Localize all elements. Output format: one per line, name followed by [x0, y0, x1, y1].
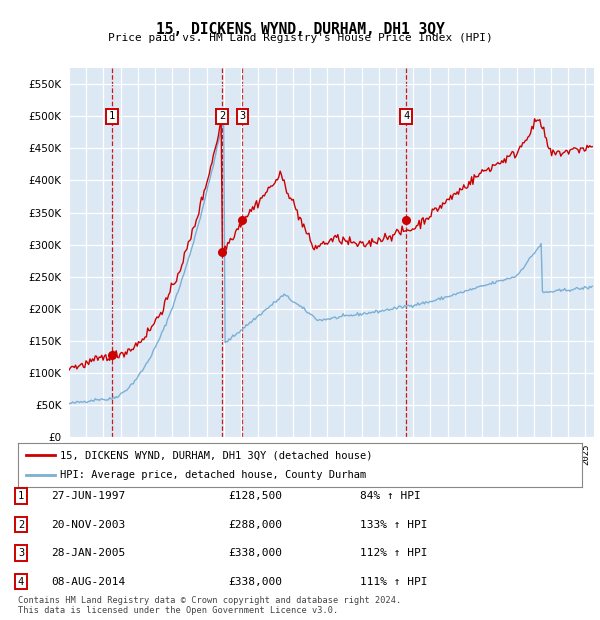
Text: 84% ↑ HPI: 84% ↑ HPI	[360, 491, 421, 501]
Text: Contains HM Land Registry data © Crown copyright and database right 2024.
This d: Contains HM Land Registry data © Crown c…	[18, 596, 401, 615]
Text: £338,000: £338,000	[228, 548, 282, 558]
Text: £288,000: £288,000	[228, 520, 282, 529]
Text: 133% ↑ HPI: 133% ↑ HPI	[360, 520, 427, 529]
Text: 1: 1	[109, 112, 115, 122]
Text: 3: 3	[18, 548, 24, 558]
Text: 15, DICKENS WYND, DURHAM, DH1 3QY (detached house): 15, DICKENS WYND, DURHAM, DH1 3QY (detac…	[60, 450, 373, 460]
Text: £338,000: £338,000	[228, 577, 282, 587]
Text: 111% ↑ HPI: 111% ↑ HPI	[360, 577, 427, 587]
Text: 27-JUN-1997: 27-JUN-1997	[51, 491, 125, 501]
Text: 28-JAN-2005: 28-JAN-2005	[51, 548, 125, 558]
Text: 3: 3	[239, 112, 245, 122]
Text: 4: 4	[403, 112, 409, 122]
Text: Price paid vs. HM Land Registry's House Price Index (HPI): Price paid vs. HM Land Registry's House …	[107, 33, 493, 43]
Text: HPI: Average price, detached house, County Durham: HPI: Average price, detached house, Coun…	[60, 470, 367, 480]
Text: 08-AUG-2014: 08-AUG-2014	[51, 577, 125, 587]
Text: 1: 1	[18, 491, 24, 501]
Text: 2: 2	[18, 520, 24, 529]
Text: 20-NOV-2003: 20-NOV-2003	[51, 520, 125, 529]
Text: 2: 2	[219, 112, 225, 122]
Text: 112% ↑ HPI: 112% ↑ HPI	[360, 548, 427, 558]
Text: 15, DICKENS WYND, DURHAM, DH1 3QY: 15, DICKENS WYND, DURHAM, DH1 3QY	[155, 22, 445, 37]
Text: £128,500: £128,500	[228, 491, 282, 501]
Text: 4: 4	[18, 577, 24, 587]
